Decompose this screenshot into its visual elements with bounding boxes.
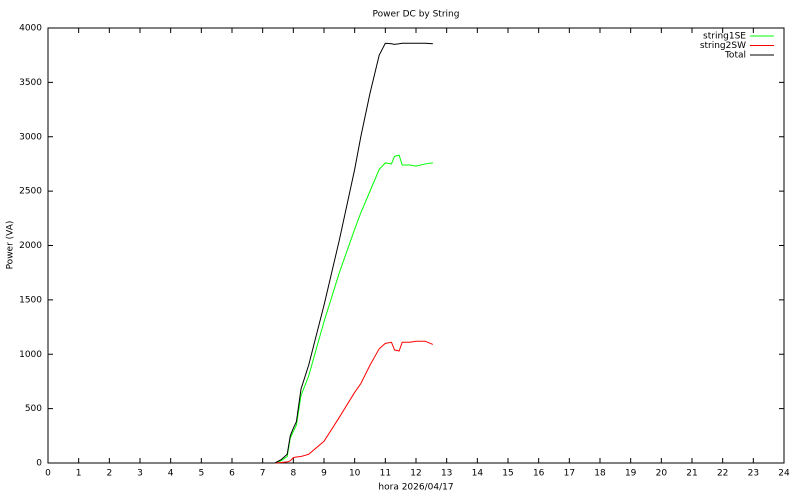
x-tick-label: 10 bbox=[349, 469, 361, 479]
legend-label: Total bbox=[724, 51, 746, 61]
y-tick-label: 3500 bbox=[19, 78, 42, 88]
x-tick-label: 8 bbox=[290, 469, 296, 479]
x-axis-label: hora 2026/04/17 bbox=[378, 483, 453, 493]
y-tick-label: 1500 bbox=[19, 295, 42, 305]
x-tick-label: 18 bbox=[594, 469, 606, 479]
chart-title: Power DC by String bbox=[373, 10, 460, 20]
x-tick-label: 11 bbox=[380, 469, 391, 479]
y-axis-label: Power (VA) bbox=[6, 221, 16, 270]
x-tick-label: 23 bbox=[748, 469, 759, 479]
x-tick-label: 12 bbox=[410, 469, 421, 479]
y-tick-label: 3000 bbox=[19, 132, 42, 142]
x-tick-label: 19 bbox=[625, 469, 637, 479]
x-tick-label: 1 bbox=[76, 469, 82, 479]
x-tick-label: 24 bbox=[778, 469, 790, 479]
y-tick-label: 0 bbox=[36, 459, 42, 469]
x-tick-label: 6 bbox=[229, 469, 235, 479]
y-tick-label: 1000 bbox=[19, 350, 42, 360]
series-line bbox=[274, 154, 433, 464]
x-tick-label: 0 bbox=[45, 469, 51, 479]
x-tick-label: 5 bbox=[198, 469, 204, 479]
x-tick-label: 2 bbox=[106, 469, 112, 479]
legend-label: string2SW bbox=[700, 41, 746, 51]
x-tick-label: 4 bbox=[168, 469, 174, 479]
y-tick-label: 2500 bbox=[19, 187, 42, 197]
x-tick-label: 16 bbox=[533, 469, 545, 479]
y-tick-label: 2000 bbox=[19, 241, 42, 251]
series-line bbox=[274, 42, 433, 464]
x-tick-label: 14 bbox=[472, 469, 484, 479]
x-tick-label: 22 bbox=[717, 469, 728, 479]
y-tick-label: 500 bbox=[25, 404, 42, 414]
series-line bbox=[274, 340, 434, 464]
x-tick-label: 15 bbox=[502, 469, 513, 479]
x-tick-label: 7 bbox=[260, 469, 266, 479]
y-tick-label: 4000 bbox=[19, 24, 42, 34]
x-tick-label: 21 bbox=[686, 469, 697, 479]
legend-label: string1SE bbox=[703, 32, 746, 42]
x-tick-label: 13 bbox=[441, 469, 452, 479]
x-tick-label: 20 bbox=[656, 469, 668, 479]
x-tick-label: 9 bbox=[321, 469, 327, 479]
x-tick-label: 17 bbox=[564, 469, 575, 479]
x-tick-label: 3 bbox=[137, 469, 143, 479]
